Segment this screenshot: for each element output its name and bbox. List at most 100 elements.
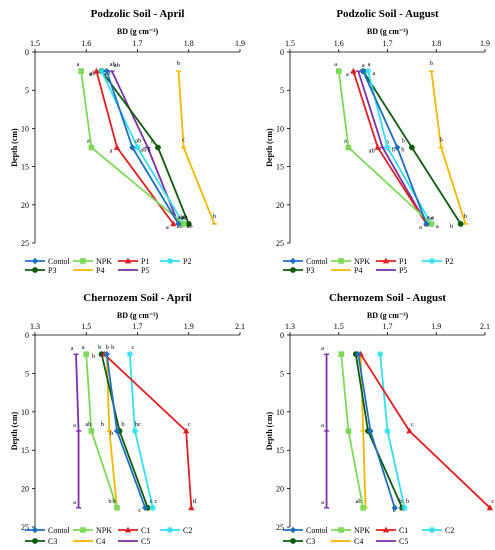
legend-label: Contol [48, 526, 71, 535]
legend-item: P4 [73, 266, 104, 275]
significance-letter: bc [135, 421, 141, 428]
significance-letter: a [346, 71, 349, 78]
legend-label: P2 [445, 257, 453, 266]
legend-item: C1 [376, 526, 408, 535]
x-tick-label: 1.7 [133, 322, 143, 331]
chart-title: Podzolic Soil - August [336, 8, 439, 20]
y-tick-label: 5 [25, 86, 29, 95]
x-tick-label: 1.7 [383, 39, 393, 48]
series-contol: b [355, 351, 402, 511]
x-tick-label: 1.5 [81, 322, 91, 331]
data-point [428, 221, 435, 227]
y-tick-label: 15 [276, 163, 284, 172]
data-point [408, 144, 415, 151]
significance-letter: a [82, 344, 85, 351]
significance-letter: a [166, 224, 169, 231]
significance-letter: d [193, 498, 197, 505]
legend-label: C5 [399, 537, 408, 546]
x-tick-label: 1.3 [285, 322, 295, 331]
significance-letter: c [411, 421, 414, 428]
legend-item: NPK [331, 257, 370, 266]
significance-letter: b [430, 60, 433, 67]
y-tick-label: 25 [21, 239, 29, 248]
significance-letter: b [402, 138, 405, 145]
legend-label: C5 [141, 537, 150, 546]
legend-label: P5 [399, 266, 407, 275]
series-p4: b c b [175, 60, 217, 225]
data-point [384, 144, 391, 151]
data-point [401, 504, 408, 511]
significance-letter: b [450, 223, 453, 230]
significance-letter: ab [355, 498, 361, 505]
series-c5: a a a [71, 345, 82, 509]
significance-letter: c [138, 507, 141, 514]
x-axis-label: BD (g cm⁻³) [117, 27, 159, 36]
series-c3: b bc [92, 351, 151, 514]
significance-letter: c [188, 421, 191, 428]
significance-letter: c [131, 344, 134, 351]
legend-marker [382, 526, 390, 533]
legend-label: P1 [399, 257, 407, 266]
significance-letter: ab [110, 61, 116, 68]
legend-item: P5 [118, 266, 149, 275]
legend-label: C1 [399, 526, 408, 535]
legend-item: C2 [422, 526, 454, 535]
y-tick-label: 15 [276, 446, 284, 455]
significance-letter: ab [114, 62, 120, 69]
significance-letter: ab [181, 214, 187, 221]
legend-marker [124, 257, 132, 264]
significance-letter: a [427, 214, 430, 221]
legend-item: C3 [283, 537, 315, 546]
significance-letter: b [147, 147, 150, 154]
y-tick-label: 20 [276, 201, 284, 210]
legend-item: NPK [73, 526, 112, 535]
data-point [114, 505, 120, 511]
data-point [188, 504, 195, 511]
significance-letter: a [344, 138, 347, 145]
data-point [149, 504, 157, 511]
series-p4: b b b [428, 60, 469, 225]
series-npk [338, 351, 366, 511]
legend-marker [166, 526, 174, 534]
significance-letter: b [177, 60, 180, 67]
legend-label: C3 [48, 537, 57, 546]
significance-letter: b [213, 213, 216, 220]
data-point [345, 144, 352, 151]
series-contol: bbc [103, 344, 153, 511]
significance-letter: b [111, 344, 114, 351]
legend-label: C2 [183, 526, 192, 535]
data-point [391, 504, 399, 511]
chart-title: Chernozem Soil - August [329, 292, 446, 304]
data-point [131, 427, 139, 435]
data-point [367, 427, 374, 435]
significance-letter: a [87, 138, 90, 145]
legend-item: C2 [160, 526, 192, 535]
legend-label: P1 [141, 257, 149, 266]
x-axis-label: BD (g cm⁻³) [367, 311, 409, 320]
y-tick-label: 15 [21, 163, 29, 172]
data-point [155, 144, 161, 151]
y-tick-label: 0 [280, 331, 284, 340]
data-point [103, 351, 110, 358]
legend-label: C2 [445, 526, 454, 535]
legend-marker [31, 526, 39, 534]
significance-letter: ab [140, 147, 146, 154]
series-c1: cc [357, 350, 494, 511]
legend-marker [32, 267, 38, 273]
legend-marker [32, 538, 38, 544]
series-c5: a a a [321, 345, 330, 509]
legend-label: C4 [354, 537, 363, 546]
x-tick-label: 1.5 [334, 322, 344, 331]
y-tick-label: 10 [276, 408, 284, 417]
significance-letter: b [101, 421, 104, 428]
y-tick-label: 10 [276, 124, 284, 133]
data-point [338, 351, 344, 357]
significance-letter: a [430, 215, 433, 222]
legend-marker [166, 257, 174, 265]
legend-marker [80, 258, 86, 264]
data-point [134, 144, 141, 151]
x-tick-label: 2.1 [235, 322, 245, 331]
legend-marker [428, 257, 436, 265]
y-tick-label: 20 [21, 201, 29, 210]
